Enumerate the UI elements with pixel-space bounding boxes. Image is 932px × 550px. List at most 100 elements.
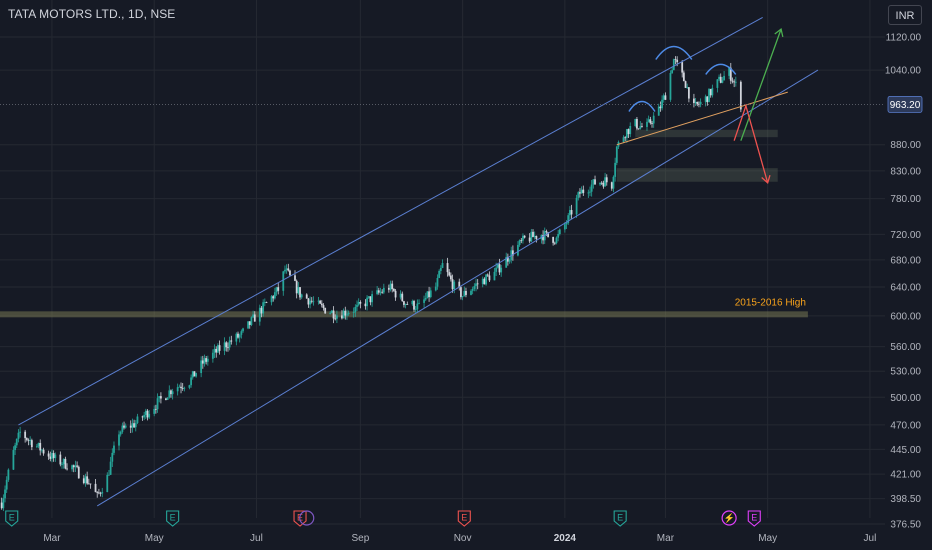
candle-body — [440, 268, 442, 271]
candle-body — [172, 391, 174, 394]
candle-body — [566, 223, 568, 224]
candle-body — [240, 331, 242, 335]
candle-body — [530, 232, 532, 242]
candle-body — [98, 493, 100, 494]
currency-button[interactable]: INR — [888, 5, 922, 25]
candle-body — [59, 455, 61, 465]
candle-body — [319, 301, 321, 304]
candle-body — [477, 283, 479, 284]
candle-body — [51, 453, 53, 459]
candle-body — [261, 308, 263, 314]
candle-body — [368, 296, 370, 297]
candle-body — [266, 302, 268, 303]
candle-body — [88, 484, 90, 485]
earnings-marker-label: E — [9, 513, 15, 523]
candle-body — [6, 480, 8, 490]
candle-body — [66, 469, 68, 470]
candle-body — [706, 96, 708, 102]
candle-body — [195, 373, 197, 376]
candle-body — [462, 296, 464, 297]
x-tick-label: Jul — [864, 533, 877, 544]
candle-body — [453, 282, 455, 289]
candle-body — [217, 345, 219, 352]
candle-body — [359, 302, 361, 304]
candle-body — [321, 304, 323, 306]
candle-body — [594, 179, 596, 184]
candle-body — [390, 284, 392, 290]
candle-body — [649, 119, 651, 123]
axis-layer: 1120.001040.00880.00830.00780.00720.0068… — [43, 33, 922, 545]
candle-body — [276, 287, 278, 292]
candle-body — [447, 263, 449, 272]
candle-body — [452, 279, 454, 289]
candle-body — [370, 296, 372, 302]
candle-body — [61, 464, 63, 465]
candle-body — [577, 192, 579, 198]
candle-body — [353, 312, 355, 313]
y-tick-label: 600.00 — [890, 311, 921, 322]
chart-title: TATA MOTORS LTD., 1D, NSE — [8, 7, 175, 21]
candle-body — [41, 450, 43, 451]
candle-body — [251, 317, 253, 325]
candle-body — [623, 137, 625, 142]
candle-body — [371, 294, 373, 302]
candle-body — [118, 434, 120, 445]
candle-body — [168, 390, 170, 397]
candle-body — [237, 334, 239, 338]
candle-body — [639, 126, 641, 129]
candle-body — [475, 283, 477, 286]
candle-body — [356, 305, 358, 307]
x-tick-label: May — [145, 533, 164, 544]
candle-body — [75, 466, 77, 468]
candle-body — [135, 423, 137, 427]
candle-body — [485, 275, 487, 285]
candle-body — [427, 291, 429, 298]
candle-body — [64, 459, 66, 469]
candle-body — [554, 243, 556, 244]
candle-body — [587, 193, 589, 194]
y-tick-label: 1040.00 — [885, 66, 922, 77]
candle-body — [582, 190, 584, 193]
candle-body — [718, 77, 720, 79]
candle-body — [500, 268, 502, 273]
candle-body — [235, 334, 237, 342]
candle-body — [599, 183, 601, 185]
candle-body — [522, 236, 524, 241]
candle-body — [411, 301, 413, 304]
candle-body — [71, 465, 73, 469]
candle-body — [552, 237, 554, 243]
candle-body — [535, 236, 537, 239]
candle-body — [616, 147, 618, 163]
candle-body — [487, 275, 489, 276]
candle-body — [346, 314, 348, 315]
candle-body — [381, 292, 383, 293]
y-tick-label: 398.50 — [890, 494, 921, 505]
x-tick-label: 2024 — [554, 533, 577, 544]
candle-body — [648, 119, 650, 122]
candle-body — [354, 307, 356, 312]
candle-body — [165, 398, 167, 400]
candle-body — [460, 287, 462, 297]
candle-body — [227, 347, 229, 348]
candle-body — [333, 311, 335, 319]
candle-body — [435, 287, 437, 291]
candle-body — [167, 398, 169, 400]
candle-body — [343, 311, 345, 319]
candle-body — [383, 288, 385, 293]
projection-up-arrow — [741, 29, 781, 141]
candle-body — [376, 290, 378, 294]
candle-body — [556, 238, 558, 243]
candle-body — [289, 271, 291, 276]
candle-body — [710, 89, 712, 95]
candle-body — [651, 123, 653, 124]
candle-body — [95, 484, 97, 492]
candle-body — [1, 503, 3, 509]
candle-body — [720, 77, 722, 83]
candle-body — [192, 371, 194, 377]
candle-body — [180, 387, 182, 388]
candle-body — [133, 423, 135, 427]
candle-body — [177, 387, 179, 391]
x-tick-label: Mar — [657, 533, 675, 544]
candle-body — [147, 411, 149, 418]
